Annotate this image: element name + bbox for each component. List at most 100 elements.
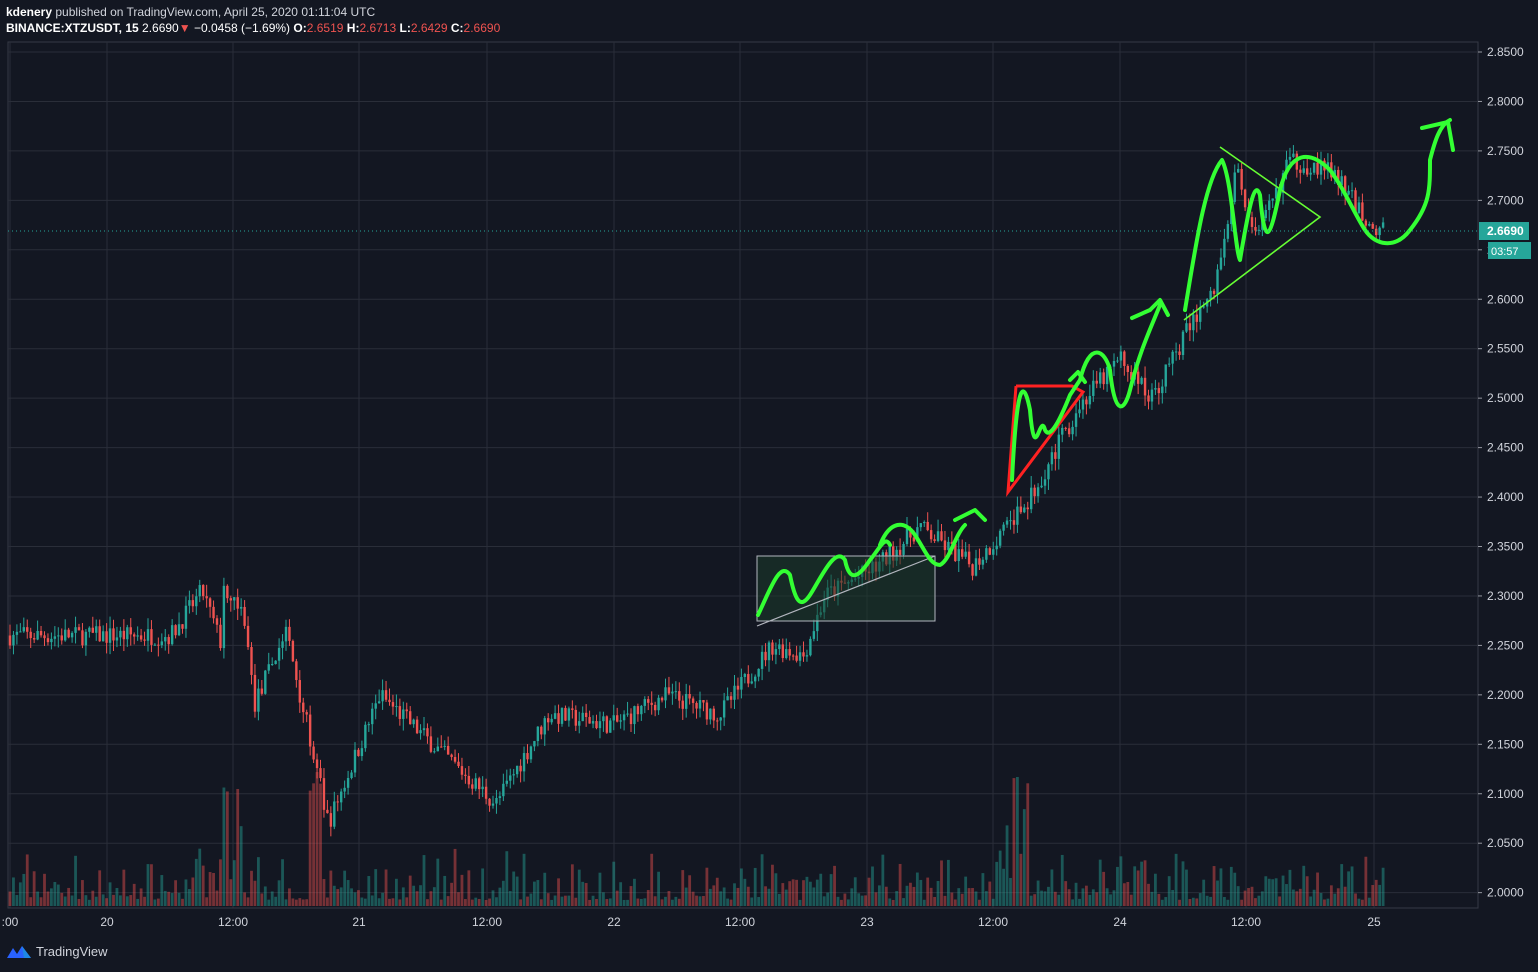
candle-body[interactable] (719, 717, 722, 721)
candle-body[interactable] (685, 694, 688, 709)
candle-body[interactable] (267, 664, 270, 671)
candle-body[interactable] (643, 699, 646, 706)
candle-body[interactable] (622, 714, 626, 721)
candle-body[interactable] (543, 718, 546, 735)
candle-body[interactable] (1030, 487, 1033, 510)
candle-body[interactable] (671, 691, 674, 694)
candle-body[interactable] (60, 635, 63, 641)
candle-body[interactable] (367, 724, 370, 726)
candle-body[interactable] (202, 585, 205, 597)
candle-body[interactable] (650, 702, 653, 705)
candle-body[interactable] (916, 527, 919, 542)
candle-body[interactable] (433, 751, 436, 753)
candle-body[interactable] (1012, 520, 1016, 525)
candle-body[interactable] (1309, 172, 1312, 175)
candle-body[interactable] (291, 640, 295, 662)
candle-body[interactable] (795, 655, 798, 661)
candle-body[interactable] (1047, 464, 1050, 480)
candle-body[interactable] (1199, 306, 1202, 322)
candle-body[interactable] (729, 696, 733, 700)
candle-body[interactable] (233, 597, 236, 601)
candle-body[interactable] (785, 649, 788, 659)
candle-body[interactable] (888, 546, 891, 565)
candle-body[interactable] (495, 798, 498, 804)
candle-body[interactable] (298, 680, 301, 703)
candle-body[interactable] (419, 730, 422, 734)
candle-body[interactable] (329, 813, 333, 827)
candle-body[interactable] (892, 546, 895, 561)
candle-body[interactable] (1150, 389, 1154, 402)
candle-body[interactable] (1181, 331, 1185, 356)
candle-body[interactable] (164, 637, 167, 642)
candle-body[interactable] (647, 699, 650, 703)
candle-body[interactable] (260, 688, 264, 694)
candle-body[interactable] (764, 651, 767, 661)
candle-body[interactable] (1136, 371, 1140, 384)
candle-body[interactable] (271, 664, 274, 666)
candle-body[interactable] (1005, 520, 1009, 525)
footer-brand[interactable]: TradingView (6, 944, 108, 959)
candle-body[interactable] (605, 716, 609, 733)
candle-body[interactable] (1009, 520, 1012, 522)
candle-body[interactable] (905, 528, 909, 544)
candle-body[interactable] (126, 627, 129, 640)
candle-body[interactable] (1088, 395, 1092, 405)
candle-body[interactable] (1036, 487, 1040, 497)
candle-body[interactable] (174, 625, 177, 636)
candle-body[interactable] (1026, 507, 1029, 510)
candle-body[interactable] (954, 543, 957, 562)
candle-body[interactable] (1302, 168, 1305, 173)
candle-body[interactable] (215, 618, 219, 625)
candle-body[interactable] (388, 699, 391, 703)
candle-body[interactable] (122, 630, 126, 640)
candle-body[interactable] (522, 753, 526, 772)
candle-body[interactable] (133, 634, 136, 637)
candle-body[interactable] (305, 712, 308, 715)
candle-body[interactable] (157, 644, 160, 646)
candle-body[interactable] (498, 796, 502, 799)
candle-body[interactable] (219, 624, 222, 649)
candle-body[interactable] (1361, 202, 1364, 221)
candle-body[interactable] (1306, 168, 1309, 175)
candle-body[interactable] (1195, 314, 1198, 322)
candle-body[interactable] (350, 772, 353, 779)
candle-body[interactable] (1050, 452, 1054, 465)
candle-body[interactable] (1381, 222, 1385, 228)
candle-body[interactable] (602, 716, 605, 722)
candle-body[interactable] (326, 809, 329, 814)
candle-body[interactable] (653, 704, 657, 711)
candle-body[interactable] (519, 765, 522, 772)
candle-body[interactable] (412, 719, 415, 725)
candle-body[interactable] (640, 705, 643, 715)
candle-body[interactable] (112, 628, 115, 641)
symbol-label[interactable]: BINANCE:XTZUSDT, 15 (6, 21, 139, 35)
candle-body[interactable] (526, 753, 529, 760)
candle-body[interactable] (36, 630, 39, 640)
candle-body[interactable] (1161, 386, 1164, 394)
candle-body[interactable] (588, 717, 591, 724)
candle-body[interactable] (1105, 366, 1109, 385)
candle-body[interactable] (798, 652, 802, 661)
candle-body[interactable] (1299, 169, 1302, 173)
candle-body[interactable] (1019, 506, 1023, 513)
candle-body[interactable] (95, 626, 98, 633)
candle-body[interactable] (284, 626, 288, 642)
candle-body[interactable] (1264, 209, 1267, 219)
plot-area[interactable] (7, 41, 1479, 909)
candle-body[interactable] (978, 558, 981, 565)
candle-body[interactable] (1343, 176, 1347, 195)
candle-body[interactable] (250, 647, 253, 675)
candle-body[interactable] (170, 625, 174, 645)
candle-body[interactable] (560, 707, 564, 724)
candle-body[interactable] (957, 549, 960, 562)
candle-body[interactable] (12, 634, 15, 646)
candle-body[interactable] (1157, 388, 1161, 394)
candle-body[interactable] (478, 778, 481, 790)
candle-body[interactable] (243, 606, 246, 626)
candle-body[interactable] (747, 674, 750, 684)
candle-body[interactable] (208, 598, 212, 607)
candle-body[interactable] (774, 649, 778, 655)
candle-body[interactable] (364, 724, 367, 749)
candle-body[interactable] (988, 548, 991, 555)
candle-body[interactable] (1074, 413, 1078, 427)
